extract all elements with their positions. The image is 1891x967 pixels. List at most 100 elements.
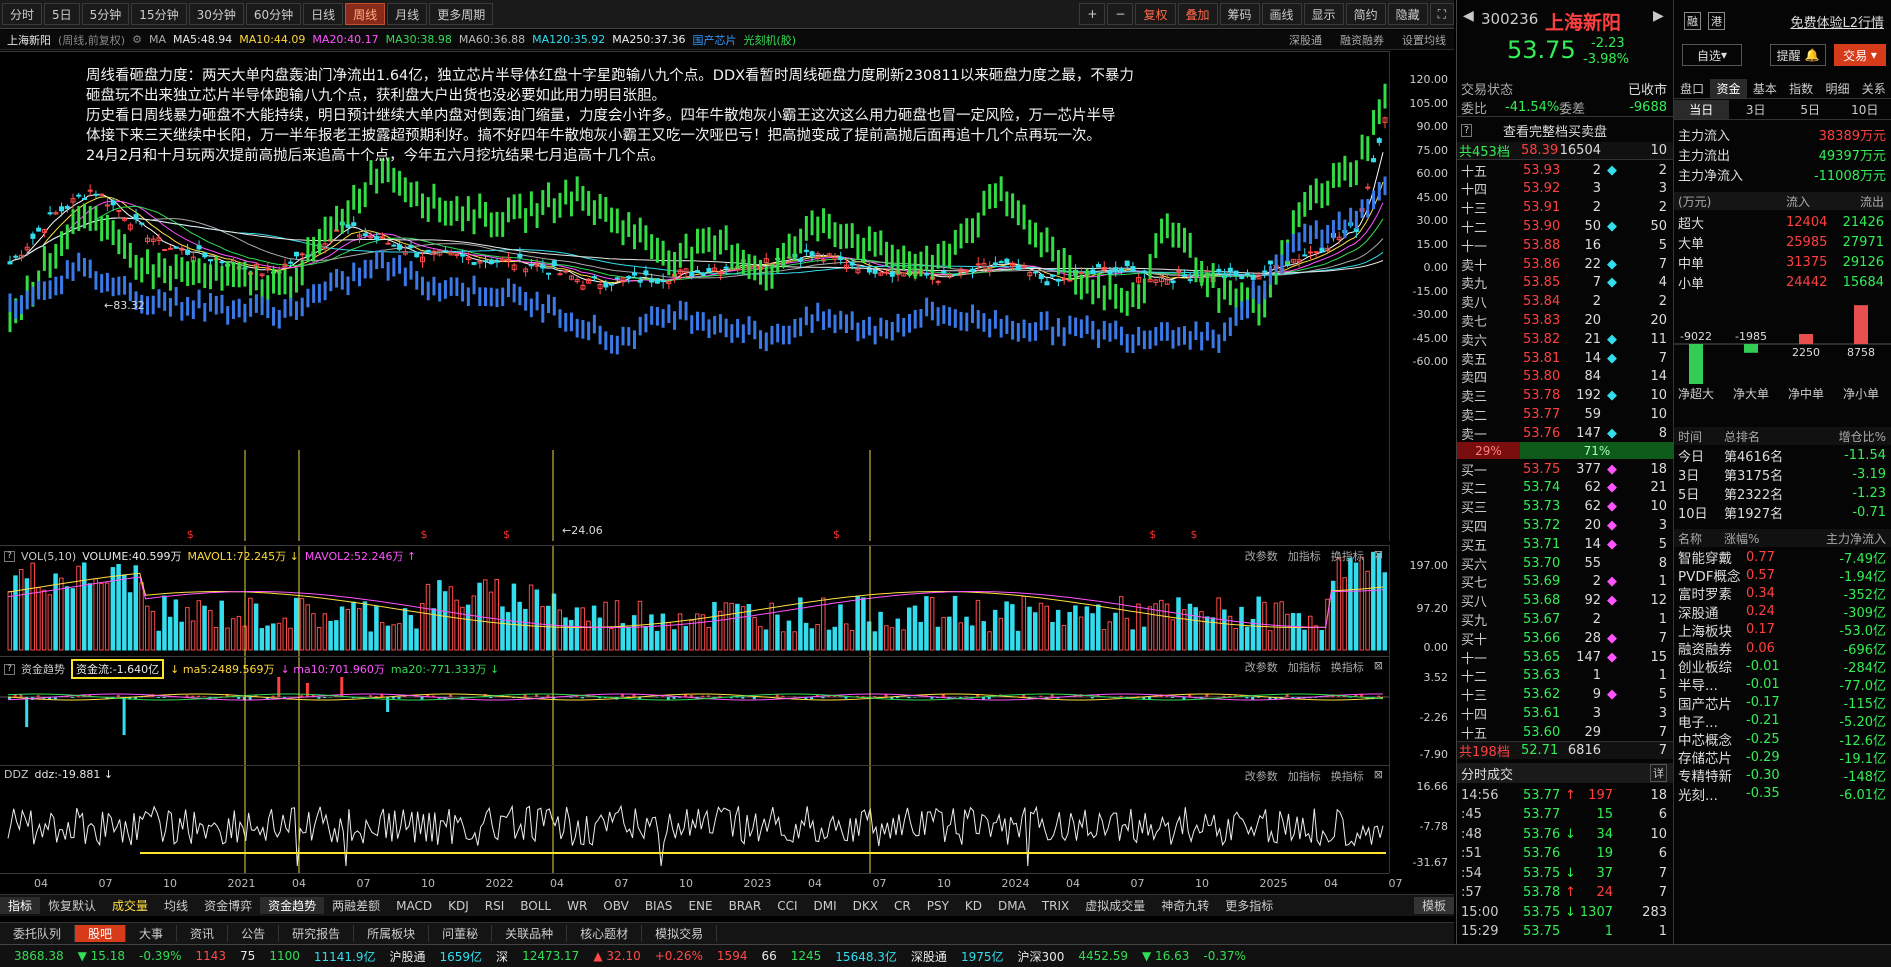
indicator-tab[interactable]: MACD bbox=[396, 898, 433, 913]
bottom-tab[interactable]: 所属板块 bbox=[354, 925, 430, 942]
table-row[interactable]: 半导... -0.01 -77.0亿 bbox=[1674, 675, 1891, 695]
toolbar-button[interactable]: ⛶ bbox=[1429, 3, 1454, 25]
indicator-tab[interactable]: RSI bbox=[484, 898, 505, 913]
indicator-tab[interactable]: WR bbox=[567, 898, 588, 913]
switch-indicator-button[interactable]: 换指标 bbox=[1330, 550, 1364, 563]
bottom-tab[interactable]: 大事 bbox=[126, 925, 178, 942]
close-icon[interactable]: ⊠ bbox=[1373, 548, 1383, 561]
settings-icon[interactable]: ⚙ bbox=[132, 33, 142, 46]
bottom-tab[interactable]: 委托队列 bbox=[0, 925, 76, 942]
period-tab[interactable]: 当日 bbox=[1674, 100, 1729, 119]
bottom-tab[interactable]: 问董秘 bbox=[429, 925, 493, 942]
edit-params-button[interactable]: 改参数 bbox=[1244, 550, 1278, 563]
toolbar-button[interactable]: 显示 bbox=[1303, 3, 1344, 25]
indicator-tab[interactable]: OBV bbox=[603, 898, 629, 913]
period-tab[interactable]: 15分钟 bbox=[131, 3, 187, 25]
bottom-tab[interactable]: 模拟交易 bbox=[642, 925, 718, 942]
overlay-tag-chip[interactable]: 国产芯片 bbox=[692, 33, 737, 47]
period-tab[interactable]: 3日 bbox=[1745, 103, 1766, 117]
quote-tab[interactable]: 资金 bbox=[1710, 79, 1747, 98]
toolbar-button[interactable]: 筹码 bbox=[1219, 3, 1260, 25]
next-stock-icon[interactable]: ▶ bbox=[1653, 8, 1664, 24]
indicator-tab[interactable]: 资金博弈 bbox=[204, 899, 253, 913]
table-row[interactable]: PVDF概念 0.57 -1.94亿 bbox=[1674, 566, 1891, 586]
add-indicator-button[interactable]: 加指标 bbox=[1287, 661, 1321, 674]
period-tab[interactable]: 周线 bbox=[345, 3, 386, 25]
quote-tab[interactable]: 指数 bbox=[1789, 82, 1814, 96]
indicator-tab[interactable]: 两融差额 bbox=[332, 899, 381, 913]
volume-panel[interactable]: ? VOL(5,10) VOLUME:40.599万 MAVOL1:72.245… bbox=[0, 545, 1389, 656]
collapse-icon[interactable]: ? bbox=[4, 550, 15, 562]
period-tab[interactable]: 月线 bbox=[387, 3, 428, 25]
bottom-tab[interactable]: 股吧 bbox=[75, 925, 127, 942]
bottom-tab[interactable]: 核心题材 bbox=[567, 925, 643, 942]
close-icon[interactable]: ⊠ bbox=[1373, 768, 1383, 781]
indicator-tab[interactable]: 虚拟成交量 bbox=[1085, 899, 1146, 913]
table-row[interactable]: 深股通 0.24 -309亿 bbox=[1674, 603, 1891, 622]
view-all-link[interactable]: 查看完整档买卖盘 bbox=[1503, 124, 1608, 140]
indicator-tab[interactable]: 神奇九转 bbox=[1161, 899, 1210, 913]
period-tab[interactable]: 10日 bbox=[1851, 103, 1879, 117]
indicator-tab[interactable]: 成交量 bbox=[112, 899, 149, 913]
indicator-tab[interactable]: DMI bbox=[813, 898, 837, 913]
table-row[interactable]: 智能穿戴 0.77 -7.49亿 bbox=[1674, 548, 1891, 568]
table-row[interactable]: 5日 第2322名 -1.23 bbox=[1674, 484, 1891, 503]
toolbar-button[interactable]: + bbox=[1079, 3, 1106, 25]
table-row[interactable]: 3日 第3175名 -3.19 bbox=[1674, 465, 1891, 484]
quote-tab[interactable]: 盘口 bbox=[1680, 82, 1705, 96]
add-watchlist-button[interactable]: 自选 ▾ bbox=[1682, 44, 1742, 66]
remind-button[interactable]: 提醒 🔔 bbox=[1770, 44, 1826, 66]
indicator-tab[interactable]: 模板 bbox=[1413, 897, 1454, 914]
indicator-tab[interactable]: ENE bbox=[688, 898, 713, 913]
period-tab[interactable]: 60分钟 bbox=[245, 3, 302, 25]
ddz-panel[interactable]: DDZ ddz:-19.881 ↓ 改参数 加指标 换指标 ⊠ bbox=[0, 765, 1389, 873]
indicator-tab[interactable]: KDJ bbox=[448, 898, 469, 913]
period-tab[interactable]: 日线 bbox=[303, 3, 344, 25]
period-tab[interactable]: 分时 bbox=[2, 3, 43, 25]
quote-tab[interactable]: 明细 bbox=[1825, 82, 1850, 96]
quote-tab[interactable]: 关系 bbox=[1861, 82, 1886, 96]
hk-badge[interactable]: 港 bbox=[1708, 12, 1725, 30]
trade-button[interactable]: 交易 ▾ bbox=[1834, 44, 1886, 66]
table-row[interactable]: 10日 第1927名 -0.71 bbox=[1674, 503, 1891, 522]
add-indicator-button[interactable]: 加指标 bbox=[1287, 550, 1321, 563]
table-row[interactable]: 融资融券 0.06 -696亿 bbox=[1674, 639, 1891, 659]
indicator-tab[interactable]: BRAR bbox=[728, 898, 762, 913]
period-tab[interactable]: 更多周期 bbox=[429, 3, 494, 25]
toolbar-button[interactable]: 隐藏 bbox=[1387, 3, 1428, 25]
add-indicator-button[interactable]: 加指标 bbox=[1287, 770, 1321, 783]
info-link-ma-settings[interactable]: 设置均线 bbox=[1402, 33, 1446, 47]
period-tab[interactable]: 5分钟 bbox=[81, 3, 130, 25]
table-row[interactable]: 专精特新 -0.30 -148亿 bbox=[1674, 766, 1891, 786]
toolbar-button[interactable]: 复权 bbox=[1135, 3, 1176, 25]
l2-trial-link[interactable]: 免费体验L2行情 bbox=[1790, 16, 1884, 31]
table-row[interactable]: 电子... -0.21 -5.20亿 bbox=[1674, 712, 1891, 731]
collapse-icon[interactable]: ? bbox=[4, 663, 15, 675]
bottom-tab[interactable]: 公告 bbox=[228, 925, 280, 942]
indicator-tab[interactable]: BOLL bbox=[520, 898, 552, 913]
main-kline-panel[interactable]: $ $ $ $ $ $ $ 周线看砸盘力度：两天大单内盘轰油门净流出1.64亿，独立芯片半导… bbox=[0, 51, 1389, 541]
indicator-tab[interactable]: 资金趋势 bbox=[260, 897, 325, 914]
overlay-tag-lithography[interactable]: 光刻机(胶) bbox=[743, 33, 797, 47]
indicator-tab[interactable]: 均线 bbox=[164, 899, 189, 913]
switch-indicator-button[interactable]: 换指标 bbox=[1330, 770, 1364, 783]
period-tab[interactable]: 30分钟 bbox=[188, 3, 244, 25]
period-tab[interactable]: 5日 bbox=[1800, 103, 1821, 117]
switch-indicator-button[interactable]: 换指标 bbox=[1330, 661, 1364, 674]
period-tab[interactable]: 5日 bbox=[44, 3, 80, 25]
bottom-tab[interactable]: 研究报告 bbox=[279, 925, 355, 942]
bottom-tab[interactable]: 资讯 bbox=[177, 925, 229, 942]
table-row[interactable]: 存储芯片 -0.29 -19.1亿 bbox=[1674, 748, 1891, 768]
indicator-tab[interactable]: BIAS bbox=[644, 898, 673, 913]
table-row[interactable]: 富时罗素 0.34 -352亿 bbox=[1674, 584, 1891, 604]
margin-badge[interactable]: 融 bbox=[1684, 12, 1701, 30]
toolbar-button[interactable]: 叠加 bbox=[1177, 3, 1218, 25]
indicator-tab[interactable]: CR bbox=[894, 898, 911, 913]
edit-params-button[interactable]: 改参数 bbox=[1244, 770, 1278, 783]
indicator-tab[interactable]: PSY bbox=[926, 898, 949, 913]
info-link-margin[interactable]: 融资融券 bbox=[1340, 33, 1384, 47]
indicator-tab[interactable]: 恢复默认 bbox=[48, 899, 97, 913]
bottom-tab[interactable]: 关联品种 bbox=[492, 925, 568, 942]
indicator-tab[interactable]: 更多指标 bbox=[1225, 899, 1274, 913]
close-icon[interactable]: ⊠ bbox=[1373, 659, 1383, 672]
